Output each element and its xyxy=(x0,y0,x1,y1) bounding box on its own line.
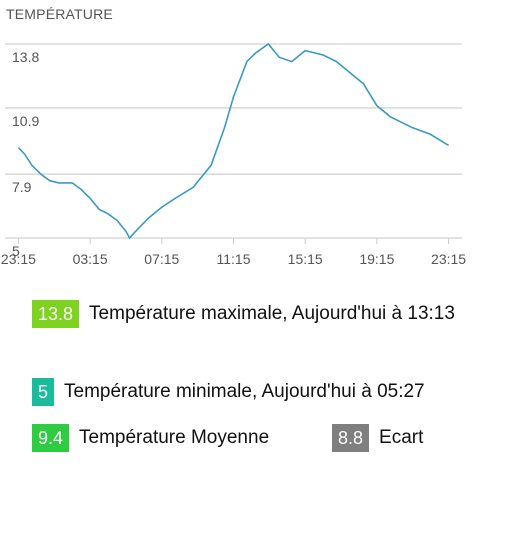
min-temperature-label: Température minimale, Aujourd'hui à 05:2… xyxy=(64,381,425,402)
x-tick-labels: 23:15 03:15 07:15 11:15 15:15 19:15 23:15 xyxy=(1,251,466,267)
y-tick-label: 13.8 xyxy=(12,49,39,65)
temperature-line xyxy=(17,42,450,240)
y-tick-label: 7.9 xyxy=(12,179,32,195)
x-tick-label: 23:15 xyxy=(431,251,466,267)
temperature-range-stat: 8.8 Ecart xyxy=(332,424,423,452)
x-tick-label: 07:15 xyxy=(144,251,179,267)
x-ticks xyxy=(17,238,450,244)
temperature-chart: 5 7.9 10.9 13.8 23:15 03:15 07:15 11:15 15:15 19… xyxy=(1,42,466,267)
y-tick-labels: 5 7.9 10.9 13.8 xyxy=(12,49,39,259)
x-tick-label: 19:15 xyxy=(359,251,394,267)
x-tick-label: 11:15 xyxy=(217,251,251,267)
avg-temperature-stat: 9.4 Température Moyenne xyxy=(32,424,269,452)
temperature-range-badge: 8.8 xyxy=(332,424,370,452)
x-tick-label: 15:15 xyxy=(288,251,323,267)
x-tick-label: 23:15 xyxy=(1,251,36,267)
grid-lines xyxy=(5,43,462,239)
max-temperature-badge: 13.8 xyxy=(32,300,80,328)
avg-temperature-label: Température Moyenne xyxy=(79,427,270,448)
min-temperature-stat: 5 Température minimale, Aujourd'hui à 05:… xyxy=(32,378,425,406)
y-tick-label: 5 xyxy=(12,243,20,259)
y-tick-label: 10.9 xyxy=(12,113,39,129)
chart-title: TEMPÉRATURE xyxy=(6,6,113,22)
max-temperature-stat: 13.8 Température maximale, Aujourd'hui à … xyxy=(32,297,462,331)
avg-temperature-badge: 9.4 xyxy=(32,424,70,452)
max-temperature-label: Température maximale, Aujourd'hui à 13:1… xyxy=(89,303,455,324)
min-temperature-badge: 5 xyxy=(32,378,55,406)
temperature-range-label: Ecart xyxy=(379,427,424,448)
x-tick-label: 03:15 xyxy=(73,251,108,267)
